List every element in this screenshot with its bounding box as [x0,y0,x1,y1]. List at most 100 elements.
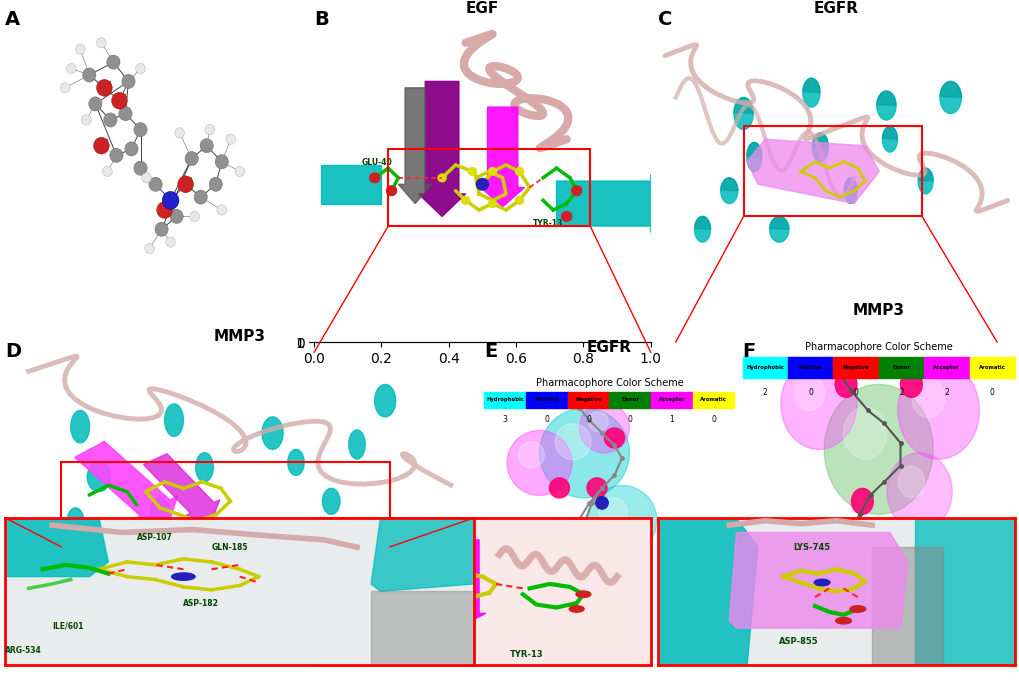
Polygon shape [769,216,788,242]
Title: EGFR: EGFR [813,1,858,16]
Text: Negative: Negative [575,397,601,402]
Circle shape [89,97,102,111]
Bar [526,392,568,408]
Bar [568,392,609,408]
Bar [969,357,1014,378]
Circle shape [820,566,843,592]
Circle shape [488,168,496,175]
Circle shape [215,155,228,169]
Circle shape [142,172,151,183]
Circle shape [604,428,624,448]
Text: 1: 1 [668,415,674,423]
Circle shape [200,139,213,153]
Circle shape [453,580,470,588]
Circle shape [515,168,523,175]
Polygon shape [314,559,374,614]
Circle shape [807,521,828,547]
FancyArrow shape [438,540,485,625]
Circle shape [333,577,348,583]
Circle shape [145,244,154,254]
Polygon shape [88,462,111,492]
Polygon shape [844,178,856,204]
Circle shape [155,222,168,237]
Circle shape [595,497,607,509]
Text: ASP-855: ASP-855 [779,637,818,646]
Circle shape [911,379,944,418]
Circle shape [97,79,112,96]
Text: F: F [742,342,755,361]
Text: D: D [5,342,21,361]
Polygon shape [881,127,897,140]
Text: ASP-107: ASP-107 [137,533,172,542]
Bar [743,127,921,216]
Text: 2: 2 [898,388,903,397]
Circle shape [179,177,192,192]
Circle shape [561,211,571,221]
Polygon shape [348,430,365,459]
Bar [650,392,692,408]
Circle shape [897,362,978,459]
Circle shape [569,606,584,612]
Bar [878,357,923,378]
Title: EGFR: EGFR [586,341,632,356]
Circle shape [468,168,476,175]
Circle shape [544,533,564,553]
Polygon shape [694,216,710,229]
Circle shape [166,237,175,248]
Circle shape [586,486,656,555]
Circle shape [835,371,856,397]
Text: C: C [657,10,672,29]
Circle shape [827,539,863,581]
Polygon shape [70,410,90,443]
Circle shape [113,94,126,108]
Polygon shape [802,78,819,107]
Circle shape [437,174,445,182]
Polygon shape [802,78,819,92]
Circle shape [588,412,607,432]
Title: MMP3: MMP3 [852,303,904,318]
Circle shape [97,38,106,48]
Text: Pharmacophore Color Scheme: Pharmacophore Color Scheme [535,378,683,388]
Text: 0: 0 [544,415,549,423]
Circle shape [518,442,544,468]
Circle shape [898,466,923,497]
Circle shape [149,177,162,192]
Text: 3: 3 [502,415,507,423]
Circle shape [136,64,145,74]
Bar [692,392,734,408]
FancyArrow shape [144,453,219,518]
Circle shape [844,591,857,607]
Bar [388,149,590,226]
Text: 2: 2 [944,388,949,397]
Text: ILE/601: ILE/601 [52,621,84,630]
Circle shape [488,200,496,207]
Circle shape [598,498,627,525]
Polygon shape [5,518,108,577]
Circle shape [103,166,112,176]
Polygon shape [164,404,183,436]
Bar [833,357,878,378]
Text: GLU-40: GLU-40 [324,562,358,571]
Circle shape [515,196,523,205]
Circle shape [571,186,581,196]
Polygon shape [876,91,895,105]
Circle shape [82,115,91,125]
Circle shape [170,209,183,224]
Polygon shape [196,453,213,482]
Circle shape [576,591,590,598]
Circle shape [205,124,214,135]
Text: Donor: Donor [892,365,910,370]
Circle shape [386,186,396,196]
Circle shape [171,573,195,580]
Circle shape [532,523,611,603]
Polygon shape [720,178,737,204]
Circle shape [579,403,629,453]
Circle shape [780,358,856,449]
Text: Acceptor: Acceptor [932,365,959,370]
Bar [61,462,389,547]
Circle shape [812,521,900,625]
Circle shape [209,177,222,192]
Circle shape [60,83,70,93]
Polygon shape [811,133,827,161]
Text: 0: 0 [807,388,812,397]
